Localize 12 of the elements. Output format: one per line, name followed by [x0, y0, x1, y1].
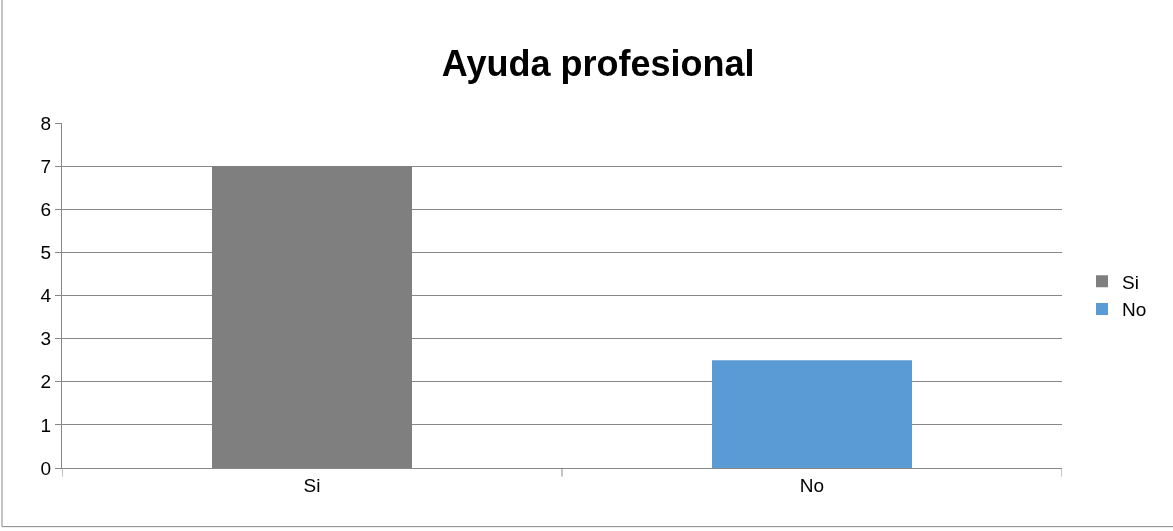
y-tick-label: 3	[40, 328, 52, 350]
y-tick-label: 0	[40, 457, 52, 479]
y-tick-label: 7	[40, 155, 52, 177]
chart-title: Ayuda profesional	[441, 43, 755, 85]
y-tick-label: 5	[40, 242, 52, 264]
legend-label: Si	[1122, 271, 1139, 293]
legend-label: No	[1122, 299, 1147, 321]
y-tick-label: 2	[40, 371, 52, 393]
y-tick-label: 1	[40, 414, 52, 436]
y-tick-label: 4	[40, 285, 52, 307]
y-tick-label: 8	[40, 112, 52, 134]
y-tick-label: 6	[40, 198, 52, 220]
